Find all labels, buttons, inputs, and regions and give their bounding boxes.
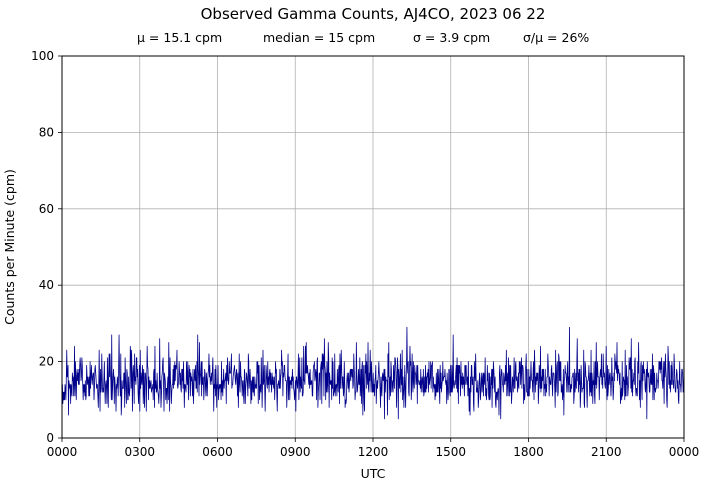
stat-median: median = 15 cpm xyxy=(263,30,375,45)
x-tick-label: 1200 xyxy=(358,445,389,459)
y-tick-label: 60 xyxy=(39,202,54,216)
gamma-series-line xyxy=(61,326,685,420)
chart-title: Observed Gamma Counts, AJ4CO, 2023 06 22 xyxy=(201,5,546,23)
x-tick-label: 0300 xyxy=(124,445,155,459)
x-tick-label: 1800 xyxy=(513,445,544,459)
y-tick-label: 100 xyxy=(31,49,54,63)
x-axis-label: UTC xyxy=(361,466,386,481)
x-tick-label: 1500 xyxy=(435,445,466,459)
stat-sigma: σ = 3.9 cpm xyxy=(413,30,490,45)
y-axis-label: Counts per Minute (cpm) xyxy=(2,169,17,325)
x-tick-label: 0000 xyxy=(47,445,78,459)
y-tick-label: 40 xyxy=(39,278,54,292)
y-tick-label: 80 xyxy=(39,125,54,139)
tick-labels: 0000 0300 0600 0900 1200 1500 1800 2100 00000204… xyxy=(31,49,699,459)
stat-sigma-over-mu: σ/μ = 26% xyxy=(523,30,589,45)
x-tick-label: 0000 xyxy=(669,445,700,459)
y-tick-label: 20 xyxy=(39,355,54,369)
plot-border xyxy=(61,55,685,439)
x-tick-label: 0900 xyxy=(280,445,311,459)
y-tick-label: 0 xyxy=(46,431,54,445)
stat-mean: μ = 15.1 cpm xyxy=(137,30,222,45)
x-tick-label: 2100 xyxy=(591,445,622,459)
x-tick-label: 0600 xyxy=(202,445,233,459)
